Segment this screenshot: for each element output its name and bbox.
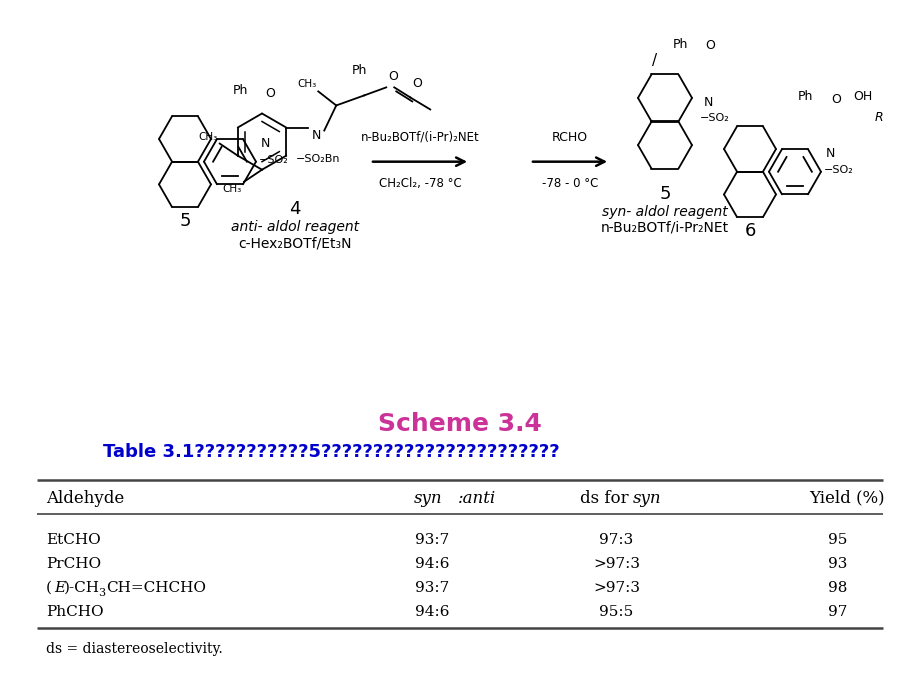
Text: )-CH: )-CH [63, 581, 99, 595]
Text: Ph: Ph [351, 64, 367, 77]
Text: O: O [412, 77, 422, 90]
Text: :anti: :anti [458, 490, 496, 506]
Text: Ph: Ph [797, 90, 811, 104]
Text: 5: 5 [659, 185, 670, 203]
Text: 98: 98 [826, 581, 846, 595]
Text: CH₂Cl₂, -78 °C: CH₂Cl₂, -78 °C [379, 177, 460, 190]
Text: −SO₂: −SO₂ [259, 155, 289, 165]
Text: −SO₂: −SO₂ [699, 113, 729, 123]
Text: −SO₂Bn: −SO₂Bn [296, 154, 340, 164]
Text: CH=CHCHO: CH=CHCHO [106, 581, 206, 595]
Text: O: O [830, 93, 840, 106]
Text: 95:5: 95:5 [598, 605, 633, 619]
Text: R: R [874, 111, 882, 124]
Text: Ph: Ph [672, 38, 686, 51]
Text: n-Bu₂BOTf/i-Pr₂NEt: n-Bu₂BOTf/i-Pr₂NEt [600, 221, 728, 235]
Text: Aldehyde: Aldehyde [46, 490, 124, 506]
Text: −SO₂: −SO₂ [823, 165, 853, 175]
Text: CH₃: CH₃ [297, 79, 316, 90]
Text: E: E [54, 581, 65, 595]
Text: N: N [261, 137, 270, 150]
Text: Ph: Ph [232, 84, 247, 97]
Text: syn: syn [414, 490, 442, 506]
Text: 93:7: 93:7 [414, 533, 449, 546]
Text: 93:7: 93:7 [414, 581, 449, 595]
Text: ds = diastereoselectivity.: ds = diastereoselectivity. [46, 642, 222, 656]
Text: 4: 4 [289, 200, 301, 218]
Text: OH: OH [852, 90, 871, 104]
Text: anti- aldol reagent: anti- aldol reagent [231, 220, 358, 234]
Text: CH₃: CH₃ [199, 132, 218, 141]
Text: PhCHO: PhCHO [46, 605, 104, 619]
Text: O: O [704, 39, 714, 52]
Text: RCHO: RCHO [551, 130, 587, 144]
Text: 93: 93 [826, 557, 846, 571]
Text: 94:6: 94:6 [414, 605, 449, 619]
Text: /: / [652, 53, 657, 68]
Text: N: N [825, 147, 834, 160]
Text: -78 - 0 °C: -78 - 0 °C [541, 177, 597, 190]
Text: ds for: ds for [579, 490, 633, 506]
Text: N: N [703, 97, 712, 110]
Text: syn: syn [632, 490, 661, 506]
Text: (: ( [46, 581, 52, 595]
Text: >97:3: >97:3 [592, 557, 640, 571]
Text: syn- aldol reagent: syn- aldol reagent [601, 205, 727, 219]
Text: 97: 97 [826, 605, 846, 619]
Text: Scheme 3.4: Scheme 3.4 [378, 413, 541, 436]
Text: 5: 5 [179, 212, 190, 230]
Text: c-Hex₂BOTf/Et₃N: c-Hex₂BOTf/Et₃N [238, 236, 351, 250]
Text: N: N [312, 129, 321, 142]
Text: 3: 3 [98, 589, 106, 598]
Text: O: O [388, 70, 398, 83]
Text: EtCHO: EtCHO [46, 533, 101, 546]
Text: CH₃: CH₃ [222, 184, 242, 194]
Text: 95: 95 [826, 533, 846, 546]
Text: 94:6: 94:6 [414, 557, 449, 571]
Text: n-Bu₂BOTf/(i-Pr)₂NEt: n-Bu₂BOTf/(i-Pr)₂NEt [360, 130, 479, 144]
Text: >97:3: >97:3 [592, 581, 640, 595]
Text: 6: 6 [743, 221, 754, 239]
Text: 97:3: 97:3 [598, 533, 633, 546]
Text: PrCHO: PrCHO [46, 557, 101, 571]
Text: O: O [265, 87, 275, 100]
Text: Yield (%): Yield (%) [809, 490, 884, 506]
Text: Table 3.1???????????5???????????????????????: Table 3.1???????????5???????????????????… [103, 443, 559, 461]
